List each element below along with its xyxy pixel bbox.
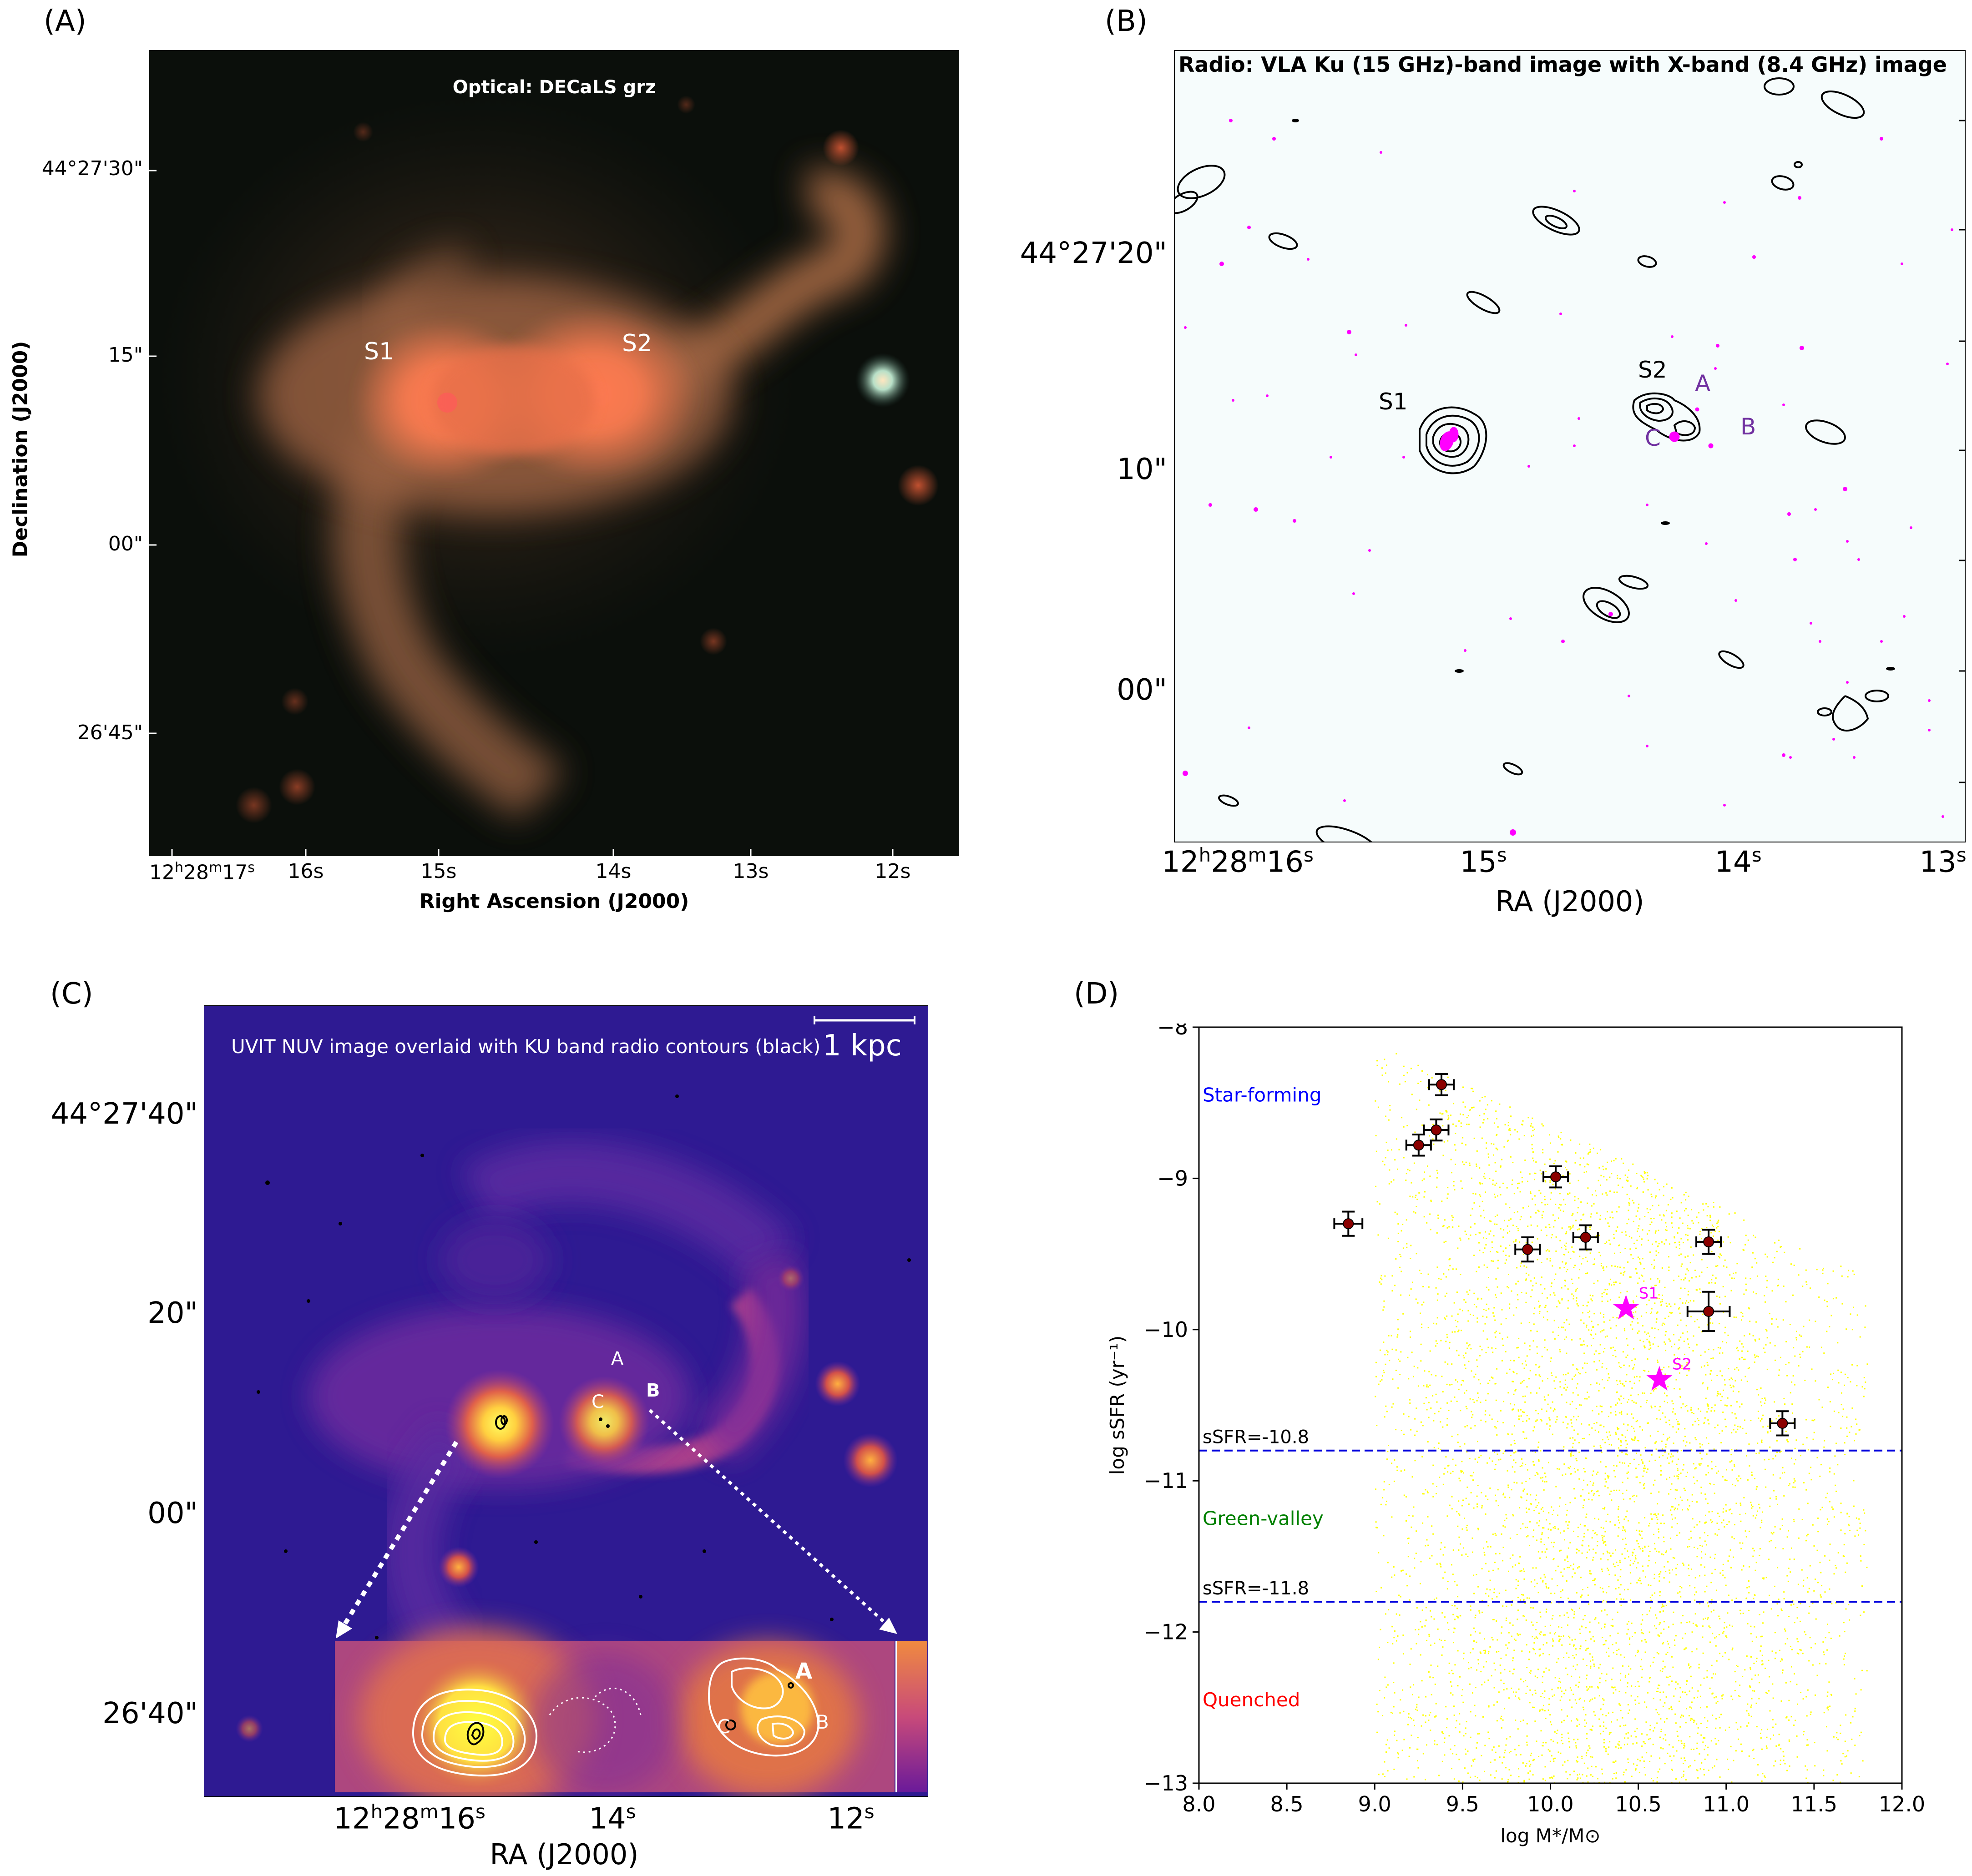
panel-a-dec-tick-3: 00" (108, 532, 143, 555)
panel-a-ra-tick-3: 15s (420, 860, 457, 883)
panel-d-label: (D) (1074, 977, 1119, 1011)
panel-b-title: Radio: VLA Ku (15 GHz)-band image with X… (1178, 52, 1947, 77)
data-point-9 (1686, 1291, 1731, 1332)
panel-c-inset-b: B (816, 1711, 829, 1733)
panel-a-xlabel: Right Ascension (J2000) (419, 890, 689, 913)
panel-c-ra-tick-1: 12h28m16s (334, 1800, 485, 1836)
panel-b-label: (B) (1105, 5, 1148, 38)
panel-c-ra-tick-2: 14s (589, 1800, 636, 1836)
x-tick-label-4: 9.5 (1446, 1792, 1479, 1816)
panel-c-comp-a: A (611, 1348, 624, 1369)
panel-b-ra-tick-2: 15s (1460, 844, 1507, 879)
data-point-10 (1769, 1410, 1796, 1437)
x-tick-label-3: 9.0 (1358, 1792, 1391, 1816)
panel-a-dec-tick-4: 26'45" (77, 721, 143, 744)
panel-a-dec-tick-2: 15" (108, 343, 143, 367)
panel-b-ra-tick-1: 12h28m16s (1162, 844, 1314, 879)
x-tick-label-1: 8.0 (1182, 1792, 1215, 1816)
target-star-s2 (1646, 1366, 1673, 1391)
panel-a-ylabel: Declination (J2000) (9, 341, 32, 558)
panel-c-comp-c: C (592, 1392, 604, 1412)
panel-c-inset-c: C (717, 1715, 730, 1738)
data-point-1 (1333, 1210, 1364, 1237)
panel-c-inset: A C B (335, 1628, 927, 1797)
data-point-3 (1423, 1118, 1450, 1142)
panel-c-xlabel: RA (J2000) (490, 1838, 639, 1871)
panel-b-s2-label: S2 (1638, 357, 1667, 383)
y-axis-label: log sSFR (yr⁻¹) (1106, 1336, 1128, 1475)
target-star-s1 (1613, 1295, 1639, 1320)
panel-a-ra-tick-5: 13s (733, 860, 769, 883)
panel-c-dec-tick-3: 00" (147, 1497, 198, 1530)
panel-a-s1-label: S1 (364, 338, 394, 365)
panel-c-dec-tick-2: 20" (147, 1296, 198, 1330)
panel-b-xlabel: RA (J2000) (1495, 885, 1644, 918)
panel-a-label: (A) (44, 5, 86, 38)
region-label-2: Green-valley (1203, 1507, 1324, 1529)
region-label-3: Quenched (1203, 1689, 1300, 1711)
panel-b-comp-c: C (1645, 425, 1661, 451)
panel-b-comp-b: B (1740, 414, 1756, 440)
y-tick-label-2: −9 (1157, 1166, 1188, 1190)
data-point-6 (1542, 1165, 1569, 1189)
panel-d-chart: sSFR=-10.8 sSFR=-11.8 Star-forming Green-va… (1106, 1024, 1925, 1847)
data-point-2 (1405, 1134, 1432, 1157)
data-point-4 (1428, 1073, 1455, 1096)
x-tick-label-6: 10.5 (1615, 1792, 1661, 1816)
y-tick-label-5: −12 (1144, 1620, 1188, 1644)
panel-a-ra-tick-6: 12s (875, 860, 911, 883)
panel-a-ra-tick-1: 12h28m17s (149, 860, 255, 884)
panel-b-s1-label: S1 (1379, 388, 1408, 415)
panel-c-scalebar-label: 1 kpc (823, 1029, 902, 1063)
x-tick-label-5: 10.0 (1527, 1792, 1573, 1816)
x-tick-label-2: 8.5 (1270, 1792, 1304, 1816)
panel-a-s2-label: S2 (622, 330, 652, 357)
panel-c-dec-tick-1: 44°27'40" (51, 1097, 198, 1131)
background-points (1375, 1053, 1868, 1784)
panel-b-ra-tick-4: 13s (1919, 844, 1967, 879)
threshold-label-2: sSFR=-11.8 (1203, 1578, 1309, 1599)
panel-b-dec-tick-1: 44°27'20" (1020, 237, 1167, 270)
panel-a-optical-image: Optical: DECaLS grz S1 S2 (149, 50, 959, 856)
data-point-5 (1514, 1236, 1541, 1263)
target-label-s1: S1 (1639, 1284, 1659, 1302)
panel-c-title: UVIT NUV image overlaid with KU band rad… (231, 1035, 820, 1058)
panel-c-uv-image: UVIT NUV image overlaid with KU band rad… (204, 1005, 928, 1797)
panel-c-dec-tick-4: 26'40" (102, 1697, 198, 1730)
x-tick-label-9: 12.0 (1879, 1792, 1925, 1816)
panel-a-ra-tick-2: 16s (288, 860, 324, 883)
x-tick-label-8: 11.5 (1791, 1792, 1837, 1816)
region-label-1: Star-forming (1203, 1084, 1321, 1106)
y-tick-label-1: −8 (1157, 1024, 1188, 1039)
target-label-s2: S2 (1672, 1355, 1692, 1373)
panel-b-dec-tick-2: 10" (1117, 453, 1167, 486)
panel-b-dec-tick-3: 00" (1117, 673, 1167, 707)
panel-a-ra-tick-4: 14s (595, 860, 632, 883)
panel-a-dec-tick-1: 44°27'30" (41, 157, 143, 180)
x-tick-label-7: 11.0 (1703, 1792, 1750, 1816)
y-tick-label-4: −11 (1144, 1468, 1188, 1493)
panel-b-radio-image: Radio: VLA Ku (15 GHz)-band image with X… (1174, 50, 1966, 842)
panel-c-comp-b: B (646, 1380, 660, 1401)
x-axis-label: log M*/M⊙ (1500, 1825, 1600, 1847)
y-tick-label-6: −13 (1144, 1771, 1188, 1795)
panel-c-ra-tick-3: 12s (827, 1800, 875, 1836)
threshold-label-1: sSFR=-10.8 (1203, 1427, 1309, 1448)
data-point-7 (1572, 1224, 1599, 1251)
panel-b-ra-tick-3: 14s (1714, 844, 1762, 879)
data-point-8 (1695, 1229, 1722, 1255)
plot-frame (1198, 1026, 1903, 1784)
panel-b-comp-a: A (1695, 370, 1710, 397)
y-tick-label-3: −10 (1144, 1317, 1188, 1342)
panel-c-inset-a: A (795, 1659, 812, 1684)
panel-c-label: (C) (50, 977, 93, 1011)
panel-a-title: Optical: DECaLS grz (453, 77, 656, 98)
